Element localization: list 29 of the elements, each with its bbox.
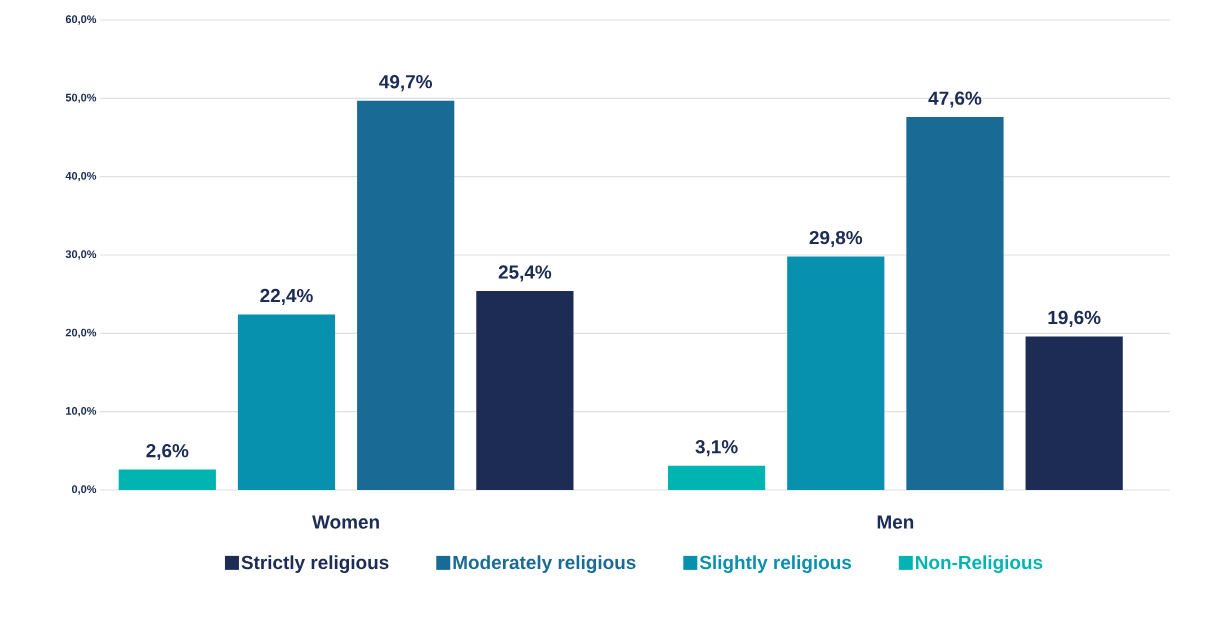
- data-label: 29,8%: [809, 230, 863, 248]
- y-tick-label: 40,0%: [65, 171, 97, 182]
- bar: [1025, 336, 1123, 490]
- bar: [118, 469, 216, 490]
- legend-label: Moderately religious: [453, 555, 636, 574]
- x-tick-label: Men: [877, 515, 914, 529]
- y-tick-label: 0,0%: [71, 485, 97, 495]
- bar: [357, 100, 455, 490]
- data-label: 2,6%: [146, 443, 189, 461]
- data-label: 3,1%: [695, 440, 738, 457]
- data-label: 49,7%: [379, 75, 433, 92]
- data-label: 22,4%: [260, 288, 313, 305]
- bar: [906, 117, 1004, 490]
- data-label: 25,4%: [498, 265, 552, 282]
- bar: [237, 314, 336, 490]
- bar: [787, 256, 885, 490]
- bar: [476, 291, 574, 490]
- y-tick-label: 10,0%: [66, 406, 97, 417]
- x-tick-label: Women: [312, 515, 379, 529]
- data-label: 47,6%: [928, 91, 982, 108]
- legend-label: Slightly religious: [699, 555, 852, 574]
- legend-label: Strictly religious: [241, 555, 389, 574]
- y-tick-label: 30,0%: [65, 250, 97, 260]
- legend-label: Non-Religious: [916, 555, 1043, 574]
- bar: [667, 465, 766, 490]
- y-tick-label: 20,0%: [65, 328, 97, 338]
- data-label: 19,6%: [1048, 310, 1101, 327]
- y-tick-label: 50,0%: [65, 93, 97, 103]
- y-tick-label: 60,0%: [65, 15, 97, 25]
